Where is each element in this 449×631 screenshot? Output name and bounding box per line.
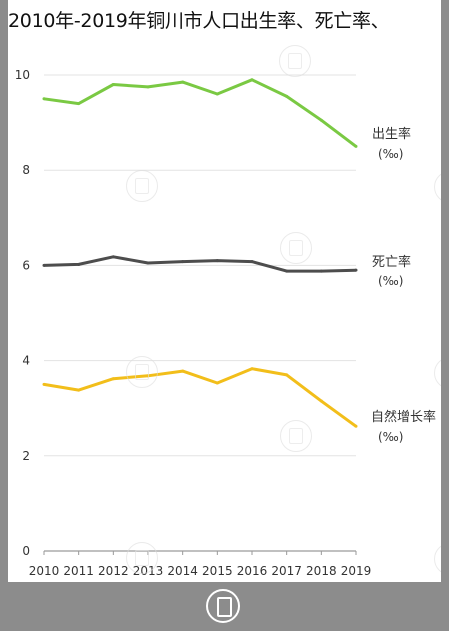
x-tick-label: 2010	[29, 564, 60, 578]
watermark-icon	[126, 356, 158, 388]
data-point	[111, 83, 115, 87]
x-tick-label: 2019	[341, 564, 372, 578]
y-tick-label: 8	[22, 163, 30, 177]
data-point	[77, 262, 81, 266]
series-lines	[42, 78, 358, 428]
data-point	[354, 268, 358, 272]
data-point	[250, 367, 254, 371]
series-label-birth-rate: 出生率	[372, 127, 412, 142]
data-point	[146, 261, 150, 265]
data-point	[215, 381, 219, 385]
y-axis-ticks: 0 2 4 6 8 10	[15, 68, 30, 558]
series-label-death-rate: 死亡率	[372, 255, 412, 270]
chart-panel: 2010年-2019年铜川市人口出生率、死亡率、 0 2 4 6 8 10 2010 201…	[8, 0, 441, 582]
x-tick-label: 2015	[202, 564, 233, 578]
data-point	[250, 78, 254, 82]
data-point	[42, 382, 46, 386]
chart-title: 2010年-2019年铜川市人口出生率、死亡率、	[8, 10, 390, 32]
x-axis-ticks: 2010 2011 2012 2013 2014 2015 2016 2017 2018 2019	[29, 551, 372, 578]
data-point	[111, 255, 115, 259]
data-point	[319, 269, 323, 273]
data-point	[77, 102, 81, 106]
data-point	[42, 97, 46, 101]
series-line-1	[43, 255, 357, 273]
x-tick-label: 2014	[167, 564, 198, 578]
y-tick-label: 6	[22, 258, 30, 272]
data-point	[285, 373, 289, 377]
series-unit-birth-rate: (‰)	[378, 147, 404, 161]
data-point	[77, 388, 81, 392]
data-point	[250, 260, 254, 264]
data-point	[181, 260, 185, 264]
series-unit-natural-growth-rate: (‰)	[378, 430, 404, 444]
gridlines	[44, 74, 356, 552]
y-tick-label: 4	[22, 354, 30, 368]
data-point	[215, 92, 219, 96]
series-unit-death-rate: (‰)	[378, 274, 404, 288]
y-tick-label: 10	[15, 68, 30, 82]
x-tick-label: 2017	[271, 564, 302, 578]
data-point	[285, 94, 289, 98]
data-point	[146, 85, 150, 89]
watermark-icon	[280, 232, 312, 264]
watermark-icon	[280, 420, 312, 452]
watermark-icon	[126, 542, 158, 574]
series-line-2	[43, 367, 357, 428]
y-tick-label: 0	[22, 544, 30, 558]
x-tick-label: 2012	[98, 564, 129, 578]
x-tick-label: 2016	[237, 564, 268, 578]
series-line-0	[43, 78, 357, 148]
data-point	[181, 369, 185, 373]
watermark-icon	[279, 45, 311, 77]
x-tick-label: 2011	[63, 564, 94, 578]
data-point	[181, 80, 185, 84]
data-point	[215, 259, 219, 263]
data-point	[42, 263, 46, 267]
site-logo-icon	[206, 589, 240, 623]
data-point	[354, 424, 358, 428]
watermark-icon	[126, 170, 158, 202]
data-point	[319, 399, 323, 403]
data-point	[285, 269, 289, 273]
series-label-natural-growth-rate: 自然增长率	[371, 410, 437, 425]
data-point	[111, 377, 115, 381]
data-point	[319, 118, 323, 122]
x-tick-label: 2018	[306, 564, 337, 578]
data-point	[354, 144, 358, 148]
y-tick-label: 2	[22, 449, 30, 463]
